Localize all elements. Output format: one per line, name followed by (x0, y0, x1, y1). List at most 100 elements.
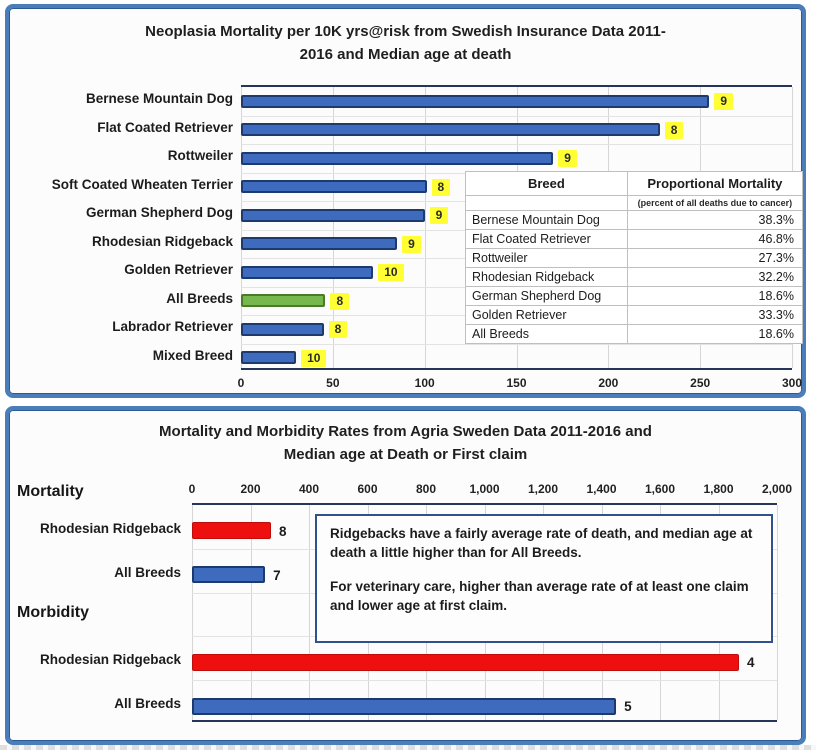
category-label-soft-coated-wheaten-terrier: Soft Coated Wheaten Terrier (51, 176, 233, 192)
table-cell-breed: All Breeds (465, 324, 628, 344)
table-cell-breed: Bernese Mountain Dog (465, 210, 628, 230)
median-age-label-mortality-rhodesian-ridgeback: 8 (278, 523, 287, 539)
table-cell-proportional-mortality: 32.2% (626, 267, 804, 287)
table-subheader-spacer (465, 195, 628, 211)
x-tick-label-400: 400 (298, 482, 320, 496)
table-row-flat-coated-retriever: Flat Coated Retriever 46.8% (465, 229, 804, 249)
median-age-label-morbidity-all-breeds: 5 (624, 699, 632, 715)
gridline-x-200 (250, 505, 252, 720)
mortality-bar-rhodesian-ridgeback (192, 522, 271, 540)
morbidity-bar-rhodesian-ridgeback (192, 653, 739, 671)
median-age-label-all-breeds: 8 (330, 292, 350, 310)
x-tick-label-600: 600 (357, 482, 378, 496)
x-tick-label-800: 800 (415, 482, 437, 496)
table-cell-proportional-mortality: 46.8% (626, 229, 804, 249)
table-row-rhodesian-ridgeback: Rhodesian Ridgeback 32.2% (465, 267, 804, 287)
x-tick-label-1-800: 1,800 (703, 482, 734, 496)
category-label-golden-retriever: Golden Retriever (124, 262, 233, 277)
table-cell-breed: Flat Coated Retriever (465, 229, 628, 249)
category-label-rhodesian-ridgeback: Rhodesian Ridgeback (91, 233, 233, 249)
table-row-bernese-mountain-dog: Bernese Mountain Dog 38.3% (465, 210, 804, 230)
gridline-x-0 (241, 87, 242, 368)
median-age-label-morbidity-rhodesian-ridgeback: 4 (746, 655, 755, 671)
category-label-all-breeds: All Breeds (166, 290, 233, 306)
x-tick-label-1-000: 1,000 (469, 482, 500, 496)
x-tick-label-100: 100 (414, 376, 435, 390)
neoplasia-bar-flat-coated-retriever (241, 123, 660, 136)
row-separator (241, 343, 792, 345)
gridline-x-0 (192, 505, 193, 720)
proportional-mortality-table: Breed Proportional Mortality (percent of a… (465, 171, 804, 344)
x-tick-label-1-400: 1,400 (586, 482, 617, 496)
gridline-x-400 (309, 505, 310, 720)
table-cell-proportional-mortality: 18.6% (626, 286, 804, 306)
x-tick-label-200: 200 (240, 482, 261, 496)
category-label-mixed-breed: Mixed Breed (152, 347, 233, 363)
table-row-all-breeds: All Breeds 18.6% (465, 324, 804, 344)
category-label-mortality-rhodesian-ridgeback: Rhodesian Ridgeback (39, 521, 181, 536)
median-age-label-mixed-breed: 10 (301, 349, 327, 367)
category-label-bernese-mountain-dog: Bernese Mountain Dog (85, 91, 233, 106)
median-age-label-flat-coated-retriever: 8 (664, 121, 684, 139)
table-header-breed: Breed (465, 171, 628, 196)
category-label-morbidity-all-breeds: All Breeds (114, 696, 181, 712)
top-chart-title: Neoplasia Mortality per 10K yrs@risk fro… (9, 20, 802, 67)
neoplasia-bar-soft-coated-wheaten-terrier (241, 180, 427, 193)
table-cell-proportional-mortality: 33.3% (626, 305, 804, 325)
image-bottom-edge-artifact (0, 745, 816, 750)
neoplasia-bar-labrador-retriever (241, 322, 324, 336)
mortality-bar-all-breeds (192, 566, 266, 584)
table-subheader: (percent of all deaths due to cancer) (626, 195, 804, 211)
category-label-german-shepherd-dog: German Shepherd Dog (85, 205, 233, 220)
table-cell-breed: Golden Retriever (465, 305, 628, 325)
neoplasia-bar-rottweiler (241, 151, 554, 165)
gridline-x-2-000 (777, 505, 778, 720)
median-age-label-bernese-mountain-dog: 9 (714, 93, 734, 111)
table-cell-proportional-mortality: 27.3% (626, 248, 804, 268)
row-separator (241, 115, 792, 117)
top-chart-title-line2: 2016 and Median age at death (299, 46, 512, 64)
neoplasia-bar-german-shepherd-dog (241, 208, 425, 222)
neoplasia-bar-all-breeds (241, 294, 326, 307)
table-cell-breed: German Shepherd Dog (465, 286, 628, 306)
category-label-labrador-retriever: Labrador Retriever (112, 319, 233, 334)
median-age-label-soft-coated-wheaten-terrier: 8 (431, 178, 451, 196)
median-age-label-rhodesian-ridgeback: 9 (402, 235, 421, 253)
neoplasia-bar-bernese-mountain-dog (241, 94, 710, 108)
top-chart-title-line1: Neoplasia Mortality per 10K yrs@risk fro… (145, 23, 666, 40)
median-age-label-rottweiler: 9 (558, 150, 577, 168)
x-tick-label-1-200: 1,200 (527, 482, 559, 496)
median-age-label-golden-retriever: 10 (378, 264, 404, 282)
neoplasia-bar-rhodesian-ridgeback (241, 237, 398, 250)
category-label-mortality-all-breeds: All Breeds (114, 564, 181, 580)
category-label-flat-coated-retriever: Flat Coated Retriever (97, 119, 233, 135)
x-tick-label-300: 300 (781, 376, 803, 390)
table-row-golden-retriever: Golden Retriever 33.3% (465, 305, 804, 325)
table-row-rottweiler: Rottweiler 27.3% (465, 248, 804, 268)
x-tick-label-150: 150 (506, 376, 527, 390)
category-label-morbidity-rhodesian-ridgeback: Rhodesian Ridgeback (39, 652, 181, 668)
x-tick-label-250: 250 (690, 376, 711, 390)
table-cell-breed: Rottweiler (465, 248, 628, 268)
table-row-german-shepherd-dog: German Shepherd Dog 18.6% (465, 286, 804, 306)
mortality-morbidity-panel: Mortality and Morbidity Rates from Agria… (5, 406, 806, 745)
neoplasia-bar-golden-retriever (241, 265, 374, 279)
median-age-label-german-shepherd-dog: 9 (429, 207, 449, 225)
gridline-x-100 (424, 87, 426, 368)
x-tick-label-50: 50 (326, 376, 340, 390)
bottom-chart-title: Mortality and Morbidity Rates from Agria… (9, 420, 802, 467)
annotation-paragraph-1: Ridgebacks have a fairly average rate of… (330, 526, 753, 560)
section-label-mortality: Mortality (17, 483, 84, 500)
table-cell-proportional-mortality: 18.6% (626, 324, 804, 344)
table-cell-breed: Rhodesian Ridgeback (465, 267, 628, 287)
ridgeback-annotation-box: Ridgebacks have a fairly average rate of… (315, 514, 773, 643)
x-tick-label-0: 0 (188, 482, 196, 496)
x-tick-label-2-000: 2,000 (761, 482, 793, 496)
bottom-chart-title-line2: Median age at Death or First claim (283, 446, 528, 464)
neoplasia-mortality-panel: Neoplasia Mortality per 10K yrs@risk fro… (5, 4, 806, 398)
median-age-label-mortality-all-breeds: 7 (273, 567, 281, 583)
morbidity-bar-all-breeds (192, 697, 617, 715)
category-label-rottweiler: Rottweiler (167, 148, 233, 163)
row-separator (192, 680, 777, 682)
